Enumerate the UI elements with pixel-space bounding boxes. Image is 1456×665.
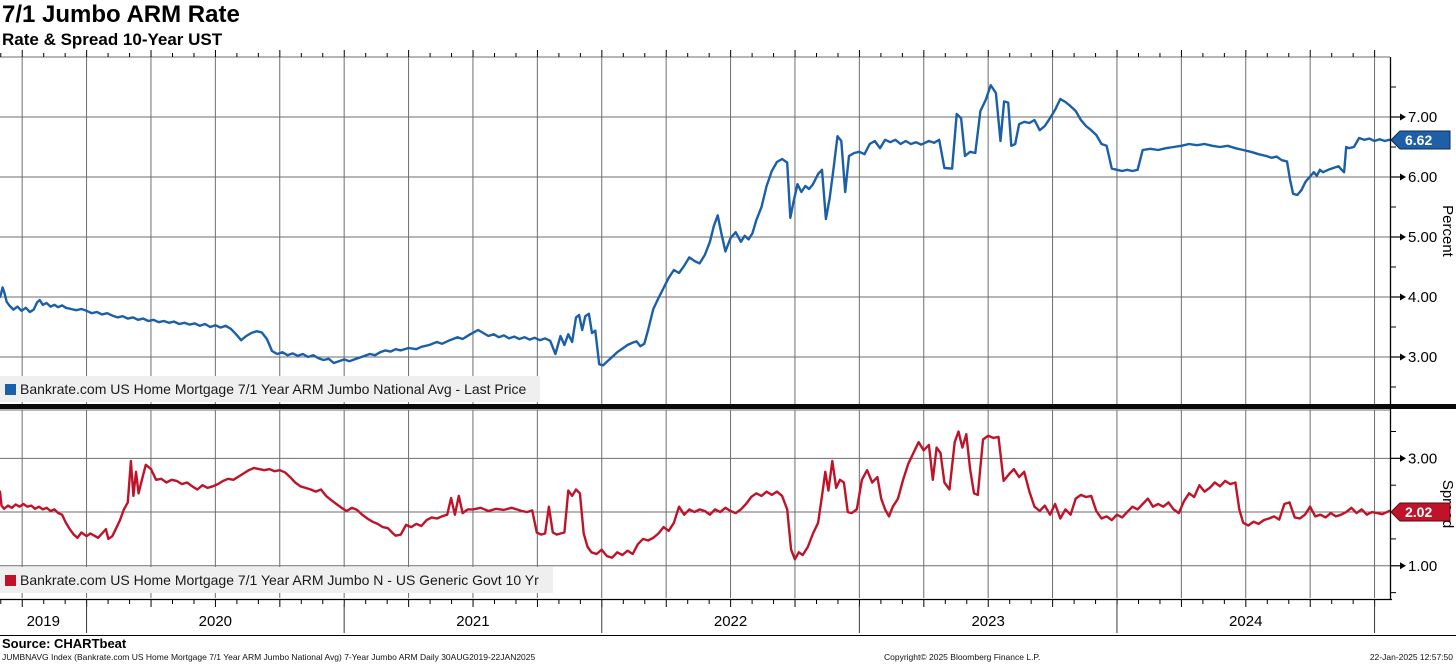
panel-divider [0,404,1456,409]
timestamp: 22-Jan-2025 12:57:50 [1369,652,1453,662]
series-lines [0,83,1390,561]
plot-area[interactable] [0,57,1390,598]
axis-tick-label: 3.00 [1408,450,1437,467]
axis-tick-label: 3.00 [1408,349,1437,366]
source-label: Source: CHARTbeat [2,636,127,651]
axis-tick-arrow-icon [1400,562,1406,570]
legend-rate[interactable]: Bankrate.com US Home Mortgage 7/1 Year A… [0,376,541,402]
legend-spread[interactable]: Bankrate.com US Home Mortgage 7/1 Year A… [0,567,553,593]
gridlines [0,56,1390,598]
axis-tick-arrow-icon [1400,353,1406,361]
legend-spread-label: Bankrate.com US Home Mortgage 7/1 Year A… [20,572,539,588]
last-price-value-rate: 6.62 [1405,132,1432,148]
last-price-value-spread: 2.02 [1405,504,1432,520]
year-label: 2024 [1229,613,1262,630]
axis-tick-arrow-icon [1400,233,1406,241]
chart-title: 7/1 Jumbo ARM Rate [2,1,240,28]
axis-tick-label: 5.00 [1408,229,1437,246]
legend-rate-label: Bankrate.com US Home Mortgage 7/1 Year A… [20,381,527,397]
year-label: 2022 [714,613,747,630]
index-description: JUMBNAVG Index (Bankrate.com US Home Mor… [2,652,536,662]
axis-tick-label: 7.00 [1408,109,1437,126]
chart-subtitle: Rate & Spread 10-Year UST [2,30,223,49]
copyright-notice: Copyright© 2025 Bloomberg Finance L.P. [884,652,1041,662]
axis-tick-arrow-icon [1400,173,1406,181]
axis-tick-label: 6.00 [1408,169,1437,186]
year-label: 2023 [971,613,1004,630]
year-label: 2021 [456,613,489,630]
rate-line [0,83,1390,367]
axis-tick-arrow-icon [1400,454,1406,462]
top-axis-title: Percent [1439,205,1456,258]
legend-swatch-red-icon [5,574,16,586]
year-label: 2020 [199,613,232,630]
axis-ticks-labels: 3.004.005.006.007.001.002.003.0020192020… [0,50,1437,633]
last-price-badge-spread: 2.02 [1390,502,1451,522]
spread-line [0,430,1390,561]
year-label: 2019 [27,613,60,630]
axis-tick-label: 4.00 [1408,289,1437,306]
axis-tick-arrow-icon [1400,113,1406,121]
last-price-badge-rate: 6.62 [1390,130,1451,150]
axis-tick-arrow-icon [1400,293,1406,301]
axis-tick-label: 1.00 [1408,558,1437,575]
legend-swatch-blue-icon [5,383,16,395]
